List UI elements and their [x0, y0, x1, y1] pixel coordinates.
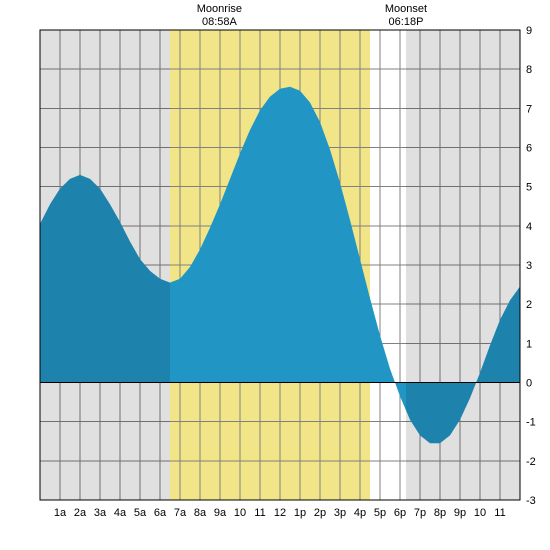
x-tick-label: 6a	[154, 507, 167, 519]
x-tick-label: 2p	[314, 507, 326, 519]
x-tick-label: 11	[254, 507, 265, 519]
moonrise-label: Moonrise	[197, 3, 242, 16]
x-tick-label: 1p	[294, 507, 306, 519]
x-tick-label: 9a	[214, 507, 227, 519]
y-tick-label: 9	[526, 25, 532, 37]
y-tick-label: -2	[526, 456, 536, 468]
x-tick-label: 5a	[134, 507, 147, 519]
x-tick-label: 4a	[114, 507, 127, 519]
moonset-annotation: Moonset 06:18P	[385, 3, 427, 29]
y-tick-label: 7	[526, 103, 532, 115]
y-tick-label: 0	[526, 378, 532, 390]
x-tick-label: 9p	[454, 507, 466, 519]
x-tick-label: 6p	[394, 507, 406, 519]
x-tick-label: 12	[274, 507, 286, 519]
y-tick-label: 5	[526, 182, 532, 194]
x-tick-label: 3a	[94, 507, 107, 519]
x-tick-label: 10	[474, 507, 486, 519]
moonrise-time: 08:58A	[197, 16, 242, 29]
y-tick-label: 2	[526, 299, 532, 311]
x-tick-label: 8p	[434, 507, 446, 519]
x-tick-label: 7a	[174, 507, 187, 519]
x-tick-label: 8a	[194, 507, 207, 519]
x-tick-label: 1a	[54, 507, 67, 519]
moonrise-annotation: Moonrise 08:58A	[197, 3, 242, 29]
y-tick-label: -1	[526, 417, 536, 429]
y-tick-label: 3	[526, 260, 532, 272]
moonset-time: 06:18P	[385, 16, 427, 29]
x-tick-label: 11	[494, 507, 505, 519]
y-tick-label: -3	[526, 495, 536, 507]
y-tick-label: 1	[526, 338, 532, 350]
y-tick-label: 8	[526, 64, 532, 76]
moonset-label: Moonset	[385, 3, 427, 16]
y-tick-label: 6	[526, 143, 532, 155]
x-tick-label: 4p	[354, 507, 366, 519]
tide-chart: Moonrise 08:58A Moonset 06:18P -3-2-1012…	[0, 0, 550, 550]
x-tick-label: 5p	[374, 507, 386, 519]
x-tick-label: 10	[234, 507, 246, 519]
x-tick-label: 3p	[334, 507, 346, 519]
x-tick-label: 2a	[74, 507, 87, 519]
x-tick-label: 7p	[414, 507, 426, 519]
chart-svg: -3-2-101234567891a2a3a4a5a6a7a8a9a101112…	[0, 0, 550, 550]
y-tick-label: 4	[526, 221, 532, 233]
